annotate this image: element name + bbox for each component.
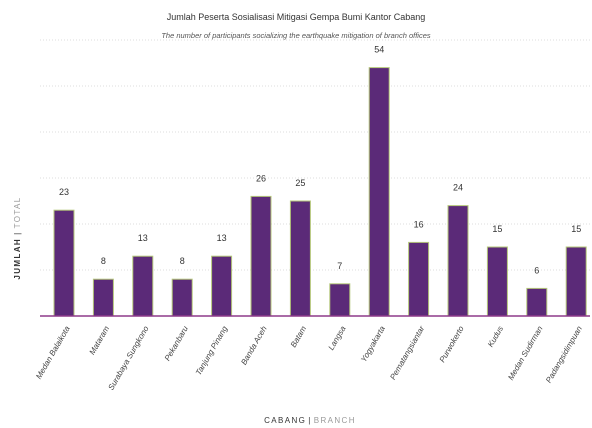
x-tick-label: Tanjung Pinang	[194, 324, 230, 377]
bar	[368, 67, 390, 317]
bar	[211, 255, 233, 317]
data-label: 13	[217, 233, 227, 243]
x-axis-label: CABANG | BRANCH	[264, 416, 356, 425]
data-label: 24	[453, 183, 463, 193]
y-axis-label-separator: |	[13, 231, 22, 234]
x-tick-label: Langsa	[327, 324, 348, 352]
x-tick-label: Purwokerto	[438, 324, 466, 364]
bar	[329, 283, 351, 317]
data-label: 23	[59, 187, 69, 197]
data-label: 8	[180, 256, 185, 266]
x-tick-label: Kudus	[486, 325, 505, 349]
x-tick-label: Pekanbaru	[163, 324, 190, 362]
data-label: 15	[492, 224, 502, 234]
data-label: 25	[295, 178, 305, 188]
y-axis-label-main: JUMLAH	[13, 238, 22, 280]
x-tick-label: Yogyakarta	[359, 324, 387, 364]
bar	[289, 200, 311, 317]
x-tick-label: Medan Balaikota	[34, 324, 72, 381]
bar	[408, 241, 430, 317]
bar	[486, 246, 508, 317]
x-tick-label: Medan Sudirman	[506, 324, 545, 382]
chart-title: Jumlah Peserta Sosialisasi Mitigasi Gemp…	[167, 12, 426, 22]
data-label: 16	[414, 219, 424, 229]
x-tick-label: Batam	[289, 324, 309, 349]
bar	[132, 255, 154, 317]
chart-subtitle: The number of participants socializing t…	[161, 31, 431, 40]
y-axis-label-sub: TOTAL	[13, 196, 22, 228]
x-tick-label: Surabaya Sungkono	[106, 324, 150, 392]
gridlines	[40, 39, 590, 271]
data-label: 8	[101, 256, 106, 266]
data-label: 7	[337, 261, 342, 271]
data-labels-group: 23 8 13 8 13 26 25 7 54 16 24 15 6 15	[59, 45, 581, 276]
bar	[171, 278, 193, 317]
y-axis-label: JUMLAH | TOTAL	[13, 196, 22, 279]
data-label: 54	[374, 45, 384, 55]
bar	[92, 278, 114, 317]
bar	[250, 195, 272, 317]
x-axis-label-separator: |	[308, 416, 311, 425]
data-label: 15	[571, 224, 581, 234]
x-tick-label: Pematangsiantar	[388, 324, 426, 381]
bar	[565, 246, 587, 317]
x-tick-label: Mataram	[88, 324, 112, 356]
bar	[447, 205, 469, 317]
x-axis-label-main: CABANG	[264, 416, 306, 425]
x-axis-label-sub: BRANCH	[314, 416, 356, 425]
x-tick-label: Padangsidimpuan	[544, 324, 584, 384]
data-label: 26	[256, 173, 266, 183]
bar	[526, 287, 548, 317]
x-tick-label: Banda Aceh	[239, 324, 269, 366]
bar	[53, 209, 75, 317]
data-label: 13	[138, 233, 148, 243]
bars-group	[53, 67, 587, 317]
data-label: 6	[534, 265, 539, 275]
